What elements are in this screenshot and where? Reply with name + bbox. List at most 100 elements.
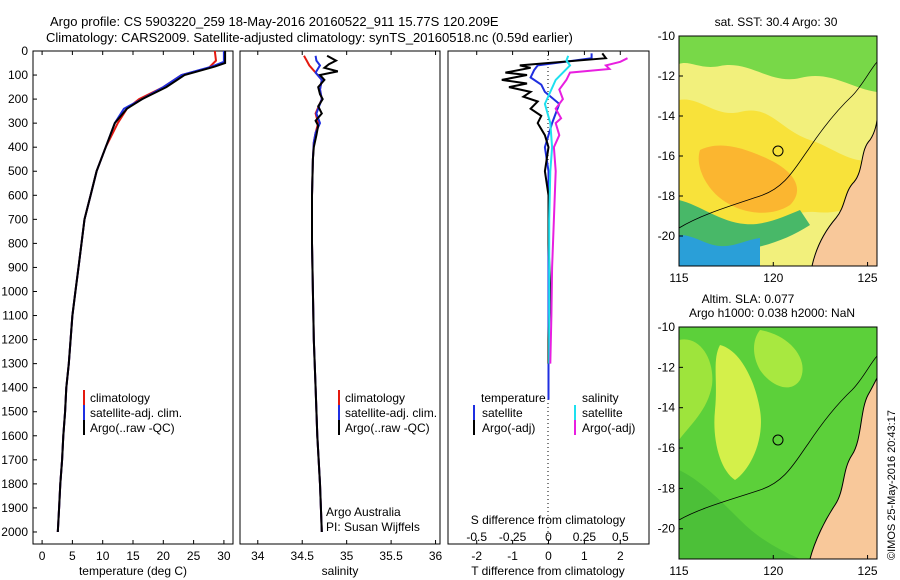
header-line-1: Argo profile: CS 5903220_259 18-May-2016… bbox=[50, 14, 499, 29]
temperature-ytick-label: 600 bbox=[8, 188, 28, 202]
map-lat-label: -14 bbox=[658, 109, 676, 123]
temperature-ytick-label: 2000 bbox=[1, 525, 28, 539]
difference-s-xtick-label: 0.25 bbox=[573, 530, 597, 544]
temperature-xtick-label: 10 bbox=[96, 549, 110, 563]
map-lon-label: 125 bbox=[858, 271, 878, 285]
salinity-series-argo-raw-qc- bbox=[311, 54, 339, 533]
temperature-ytick-label: 700 bbox=[8, 212, 28, 226]
salinity-xtick-label: 35.5 bbox=[379, 549, 403, 563]
temperature-xtick-label: 25 bbox=[187, 549, 201, 563]
salinity-xtick-label: 36 bbox=[429, 549, 443, 563]
sst-map: sat. SST: 30.4 Argo: 30 -10 -12 -14 -16 -18 -… bbox=[658, 15, 878, 285]
difference-xtick-label: 1 bbox=[581, 549, 588, 563]
temperature-ytick-label: 300 bbox=[8, 116, 28, 130]
legend-t-satellite: satellite bbox=[482, 406, 523, 420]
map-lon-label: 120 bbox=[763, 564, 783, 578]
legend-s-argo: Argo(-adj) bbox=[582, 421, 635, 435]
temperature-ytick-label: 1800 bbox=[1, 477, 28, 491]
legend-climatology: climatology bbox=[90, 391, 150, 405]
map-lat-label: -18 bbox=[658, 481, 676, 495]
temperature-ytick-label: 800 bbox=[8, 236, 28, 250]
annotation-argo-australia: Argo Australia bbox=[326, 505, 401, 519]
map-lat-label: -12 bbox=[658, 360, 676, 374]
temperature-ytick-label: 1700 bbox=[1, 453, 28, 467]
difference-xtick-label: -2 bbox=[471, 549, 482, 563]
legend-satellite-s: satellite-adj. clim. bbox=[345, 406, 437, 420]
temperature-ytick-label: 400 bbox=[8, 140, 28, 154]
temperature-series-satellite-adj-clim- bbox=[56, 51, 225, 533]
sla-map: Altim. SLA: 0.077 Argo h1000: 0.038 h200… bbox=[658, 292, 878, 578]
legend-argo-s: Argo(..raw -QC) bbox=[345, 421, 430, 435]
difference-xtick-label: 2 bbox=[617, 549, 624, 563]
temperature-ytick-label: 1000 bbox=[1, 284, 28, 298]
legend-climatology-s: climatology bbox=[345, 391, 405, 405]
temperature-xlabel: temperature (deg C) bbox=[79, 564, 187, 578]
footer-timestamp: ©IMOS 25-May-2016 20:43:17 bbox=[886, 410, 898, 560]
temperature-xtick-label: 5 bbox=[69, 549, 76, 563]
header-line-2: Climatology: CARS2009. Satellite-adjuste… bbox=[46, 30, 573, 45]
temperature-ytick-label: 1900 bbox=[1, 501, 28, 515]
temperature-ytick-label: 200 bbox=[8, 92, 28, 106]
legend-s-satellite: satellite bbox=[582, 406, 623, 420]
map-lon-label: 115 bbox=[669, 564, 688, 578]
temperature-xtick-label: 30 bbox=[217, 549, 231, 563]
temperature-panel: 0 5 10 15 20 25 300100200300400500600700800900… bbox=[1, 44, 234, 578]
sla-map-title-1: Altim. SLA: 0.077 bbox=[702, 292, 795, 306]
temperature-ytick-label: 1400 bbox=[1, 381, 28, 395]
difference-legend: temperature salinity satellite Argo(-adj… bbox=[473, 391, 635, 435]
s-difference-label: S difference from climatology bbox=[471, 513, 626, 527]
difference-s-xtick-label: 0.5 bbox=[612, 530, 629, 544]
difference-s-xtick-label: -0.25 bbox=[499, 530, 527, 544]
map-lat-label: -20 bbox=[658, 522, 676, 536]
difference-s-xtick-label: 0 bbox=[545, 530, 552, 544]
annotation-pi: PI: Susan Wijffels bbox=[326, 520, 420, 534]
map-lat-label: -14 bbox=[658, 401, 676, 415]
map-lat-label: -18 bbox=[658, 189, 676, 203]
map-lat-label: -12 bbox=[658, 69, 676, 83]
temperature-series-argo-raw-qc- bbox=[56, 51, 227, 533]
temperature-ytick-label: 1200 bbox=[1, 333, 28, 347]
temperature-legend: climatology satellite-adj. clim. Argo(..… bbox=[83, 390, 182, 435]
salinity-legend: climatology satellite-adj. clim. Argo(..… bbox=[338, 390, 437, 435]
sst-map-title: sat. SST: 30.4 Argo: 30 bbox=[715, 15, 838, 29]
map-lat-label: -10 bbox=[658, 29, 676, 43]
map-lon-label: 120 bbox=[763, 271, 783, 285]
temperature-ytick-label: 1100 bbox=[2, 309, 28, 323]
temperature-ytick-label: 1600 bbox=[1, 429, 28, 443]
map-lat-label: -20 bbox=[658, 229, 676, 243]
difference-s-xtick-label: -0.5 bbox=[466, 530, 487, 544]
legend-argo: Argo(..raw -QC) bbox=[90, 421, 175, 435]
t-difference-label: T difference from climatology bbox=[471, 564, 625, 578]
salinity-xlabel: salinity bbox=[322, 564, 359, 578]
temperature-series-climatology bbox=[56, 50, 218, 533]
temperature-ytick-label: 500 bbox=[8, 164, 28, 178]
temperature-xtick-label: 0 bbox=[39, 549, 46, 563]
difference-series-s-argo bbox=[549, 57, 628, 364]
temperature-ytick-label: 1500 bbox=[1, 405, 28, 419]
difference-series-s-satellite bbox=[543, 55, 572, 364]
sla-map-title-2: Argo h1000: 0.038 h2000: NaN bbox=[689, 306, 855, 320]
legend-t-argo: Argo(-adj) bbox=[482, 421, 535, 435]
salinity-xtick-label: 34.5 bbox=[291, 549, 315, 563]
legend-satellite: satellite-adj. clim. bbox=[90, 406, 182, 420]
map-lon-label: 125 bbox=[858, 564, 878, 578]
temperature-xtick-label: 15 bbox=[126, 549, 140, 563]
difference-panel: -2 -1 0 1 2 -0.5 -0.25 0 0.25 0.5 S difference fr… bbox=[447, 50, 650, 578]
difference-xtick-label: 0 bbox=[545, 549, 552, 563]
temperature-ytick-label: 900 bbox=[8, 260, 28, 274]
salinity-panel: 34 34.5 35 35.5 36 salinity climatology sate… bbox=[239, 50, 443, 578]
temperature-ytick-label: 0 bbox=[21, 44, 28, 58]
temperature-ytick-label: 1300 bbox=[1, 357, 28, 371]
difference-series-t-satellite bbox=[529, 53, 593, 400]
map-lat-label: -10 bbox=[658, 320, 676, 334]
difference-xtick-label: -1 bbox=[507, 549, 518, 563]
map-lat-label: -16 bbox=[658, 149, 676, 163]
map-lon-label: 115 bbox=[669, 271, 688, 285]
salinity-xtick-label: 34 bbox=[251, 549, 265, 563]
map-lat-label: -16 bbox=[658, 441, 676, 455]
temperature-xtick-label: 20 bbox=[157, 549, 171, 563]
temperature-ytick-label: 100 bbox=[8, 68, 28, 82]
legend-temperature: temperature bbox=[481, 391, 546, 405]
legend-salinity: salinity bbox=[582, 391, 619, 405]
